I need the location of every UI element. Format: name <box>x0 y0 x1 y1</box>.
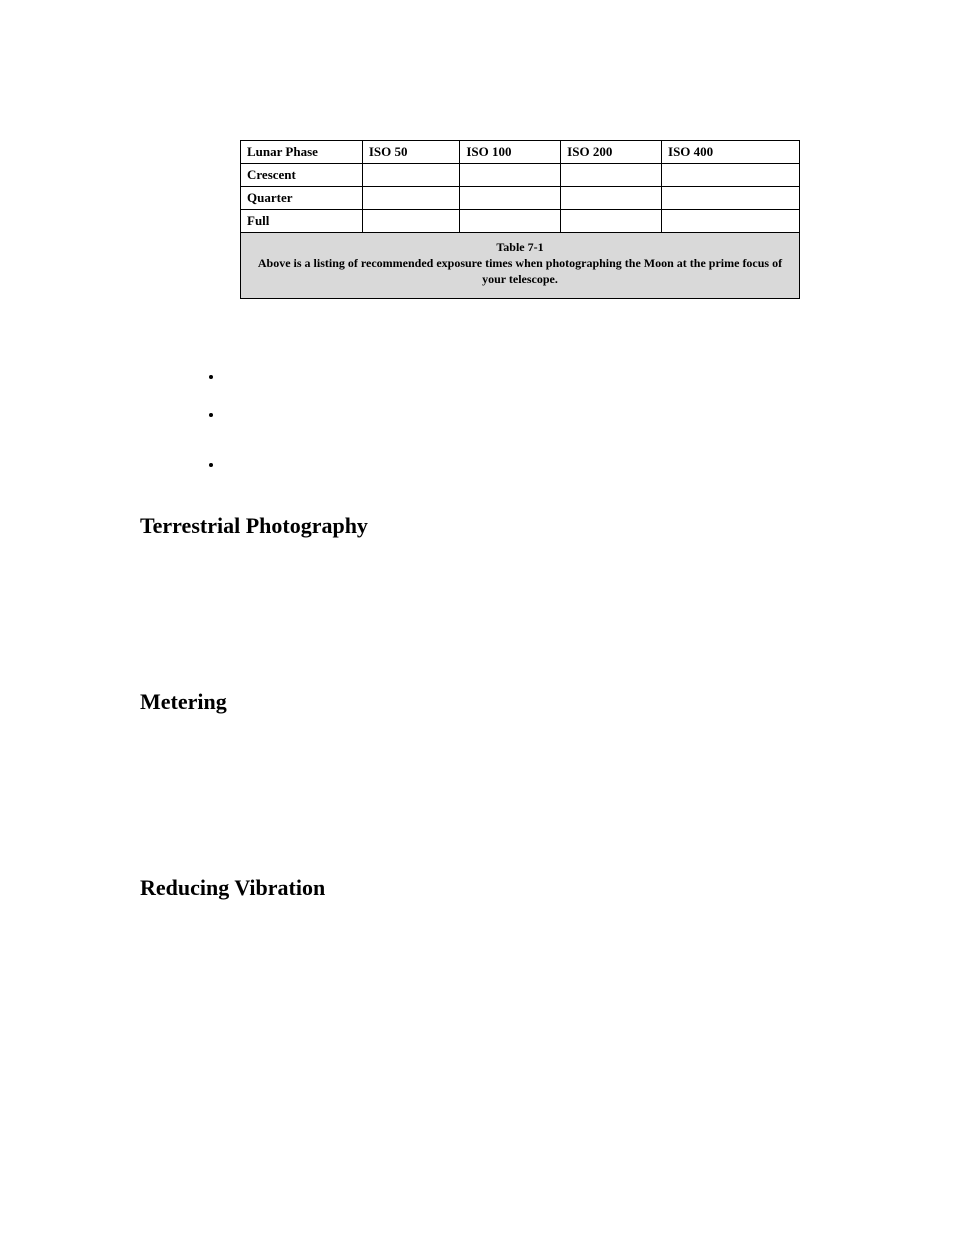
table-header-row: Lunar Phase ISO 50 ISO 100 ISO 200 ISO 4… <box>241 141 800 164</box>
cell-phase: Full <box>241 210 363 233</box>
document-page: Lunar Phase ISO 50 ISO 100 ISO 200 ISO 4… <box>0 0 954 1235</box>
caption-text: Above is a listing of recommended exposu… <box>251 255 789 287</box>
cell-iso50 <box>362 187 459 210</box>
cell-iso100 <box>460 164 561 187</box>
heading-metering: Metering <box>140 689 814 715</box>
list-item <box>224 369 814 385</box>
cell-phase: Crescent <box>241 164 363 187</box>
table-row: Crescent <box>241 164 800 187</box>
col-header-iso50: ISO 50 <box>362 141 459 164</box>
cell-iso50 <box>362 164 459 187</box>
cell-iso400 <box>662 164 800 187</box>
cell-iso400 <box>662 210 800 233</box>
list-item <box>224 457 814 473</box>
heading-terrestrial: Terrestrial Photography <box>140 513 814 539</box>
cell-iso100 <box>460 187 561 210</box>
col-header-iso100: ISO 100 <box>460 141 561 164</box>
table-row: Quarter <box>241 187 800 210</box>
heading-vibration: Reducing Vibration <box>140 875 814 901</box>
col-header-iso200: ISO 200 <box>561 141 662 164</box>
table-caption: Table 7-1 Above is a listing of recommen… <box>240 233 800 299</box>
exposure-table-container: Lunar Phase ISO 50 ISO 100 ISO 200 ISO 4… <box>240 140 800 299</box>
cell-iso100 <box>460 210 561 233</box>
cell-iso200 <box>561 210 662 233</box>
exposure-table: Lunar Phase ISO 50 ISO 100 ISO 200 ISO 4… <box>240 140 800 233</box>
cell-phase: Quarter <box>241 187 363 210</box>
cell-iso200 <box>561 164 662 187</box>
cell-iso400 <box>662 187 800 210</box>
caption-title: Table 7-1 <box>251 239 789 255</box>
body-content: Terrestrial Photography Metering Reducin… <box>140 369 814 901</box>
bullet-list <box>224 369 814 473</box>
col-header-iso400: ISO 400 <box>662 141 800 164</box>
list-item <box>224 407 814 423</box>
cell-iso200 <box>561 187 662 210</box>
table-row: Full <box>241 210 800 233</box>
col-header-phase: Lunar Phase <box>241 141 363 164</box>
cell-iso50 <box>362 210 459 233</box>
